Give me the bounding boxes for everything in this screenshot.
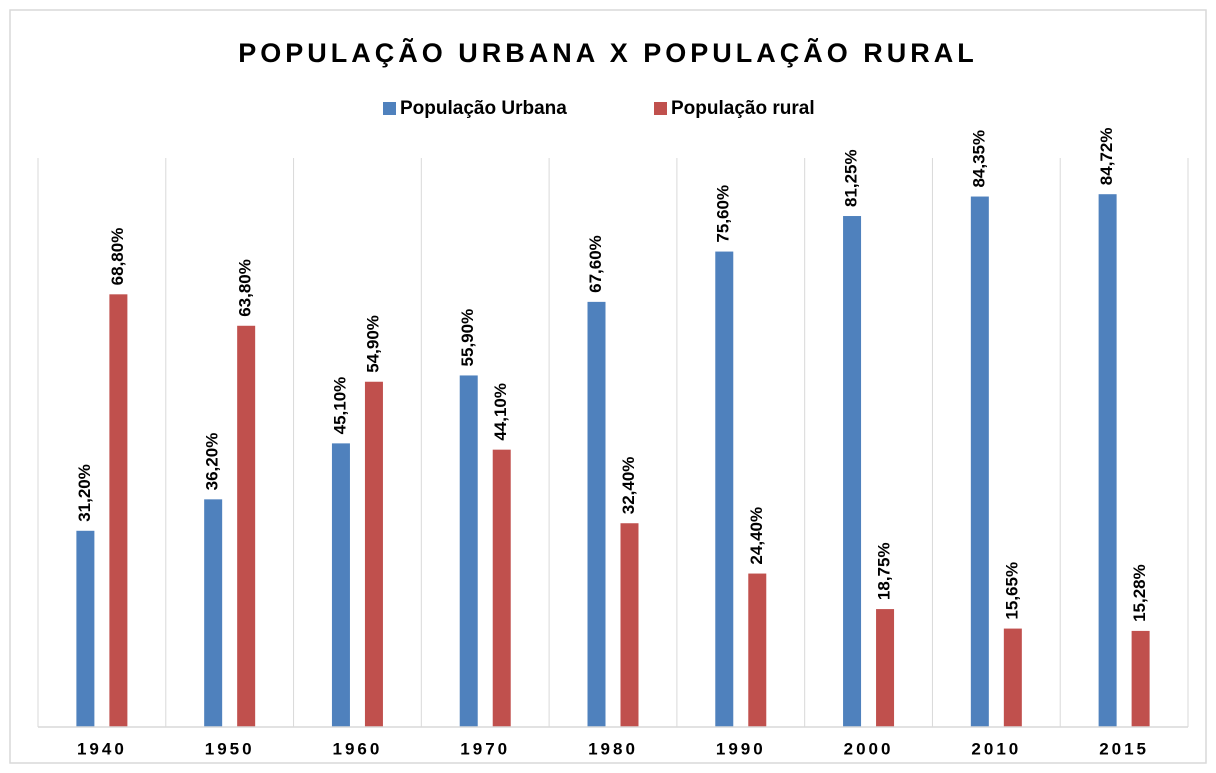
data-label: 18,75%	[875, 542, 894, 600]
legend-swatch	[383, 102, 396, 115]
data-label: 45,10%	[330, 377, 349, 435]
bar	[843, 216, 862, 727]
x-tick-label: 1970	[460, 739, 510, 758]
bar	[715, 251, 734, 727]
bar	[237, 325, 256, 727]
bar	[331, 443, 350, 727]
data-label: 24,40%	[747, 507, 766, 565]
data-label: 63,80%	[236, 259, 255, 317]
data-label: 67,60%	[586, 235, 605, 293]
x-tick-label: 1950	[205, 739, 255, 758]
bar	[109, 294, 128, 727]
bar	[459, 375, 478, 727]
data-label: 81,25%	[842, 149, 861, 207]
data-label: 32,40%	[619, 457, 638, 515]
legend-swatch	[654, 102, 667, 115]
x-tick-label: 2015	[1099, 739, 1149, 758]
x-tick-label: 2000	[844, 739, 894, 758]
bar	[492, 449, 511, 727]
bar	[364, 381, 383, 727]
bar	[1131, 630, 1150, 727]
data-label: 44,10%	[491, 383, 510, 441]
bar	[970, 196, 989, 727]
bar	[1098, 194, 1117, 728]
data-label: 15,65%	[1002, 562, 1021, 620]
bar	[587, 301, 606, 727]
bar	[204, 499, 223, 727]
x-tick-label: 1940	[77, 739, 127, 758]
data-label: 84,35%	[969, 130, 988, 188]
legend-label: População rural	[671, 98, 815, 119]
data-label: 15,28%	[1130, 564, 1149, 622]
data-label: 68,80%	[108, 228, 127, 286]
legend-label: População Urbana	[400, 98, 567, 119]
bar	[620, 523, 639, 727]
data-label: 36,20%	[203, 433, 222, 491]
data-label: 54,90%	[363, 315, 382, 373]
x-tick-label: 2010	[971, 739, 1021, 758]
data-label: 55,90%	[458, 309, 477, 367]
bar	[1003, 628, 1022, 727]
bar	[876, 609, 895, 727]
data-label: 75,60%	[714, 185, 733, 243]
x-tick-label: 1990	[716, 739, 766, 758]
chart-frame	[9, 9, 1207, 764]
bar	[76, 530, 95, 727]
chart-title: POPULAÇÃO URBANA X POPULAÇÃO RURAL	[238, 37, 978, 68]
x-tick-label: 1980	[588, 739, 638, 758]
data-label: 31,20%	[75, 464, 94, 522]
bar	[748, 573, 767, 727]
x-tick-label: 1960	[333, 739, 383, 758]
data-label: 84,72%	[1097, 128, 1116, 186]
